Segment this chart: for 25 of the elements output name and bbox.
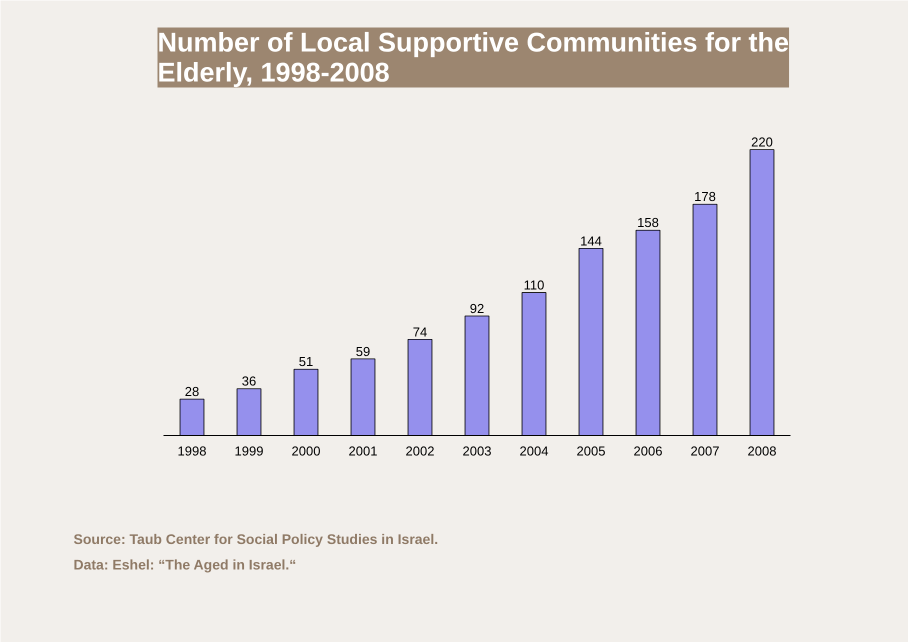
source-note: Source: Taub Center for Social Policy Studies in Israel. [74, 530, 438, 547]
data-label: 59 [356, 344, 370, 359]
data-label: 178 [694, 189, 716, 204]
x-tick-label: 2000 [292, 444, 320, 458]
data-label: 28 [184, 384, 200, 400]
data-label: 51 [298, 354, 314, 370]
chart-title: Number of Local Supportive Communities for the Elderly, 1998-2008 [158, 28, 790, 88]
x-tick-label: 1999 [234, 444, 264, 458]
data-label: 220 [751, 134, 773, 150]
data-label: 144 [580, 233, 602, 248]
x-tick-label: 2008 [748, 444, 776, 458]
data-label: 74 [412, 324, 428, 340]
x-tick-label: 2001 [348, 444, 378, 458]
text: Data: Eshel: “The Aged in Israel.“ [74, 556, 296, 572]
data-label: 158 [637, 215, 659, 230]
x-tick-label: 1998 [178, 444, 206, 458]
data-label: 92 [470, 300, 484, 316]
x-tick-label: 2002 [406, 444, 434, 458]
x-tick-label: 2003 [462, 444, 492, 458]
data-label: 36 [242, 374, 256, 389]
data-label: 110 [524, 278, 544, 293]
x-tick-label: 2007 [690, 444, 720, 458]
x-tick-label: 2005 [576, 444, 606, 458]
x-tick-label: 2004 [520, 444, 548, 458]
x-tick-label: 2006 [634, 444, 662, 458]
